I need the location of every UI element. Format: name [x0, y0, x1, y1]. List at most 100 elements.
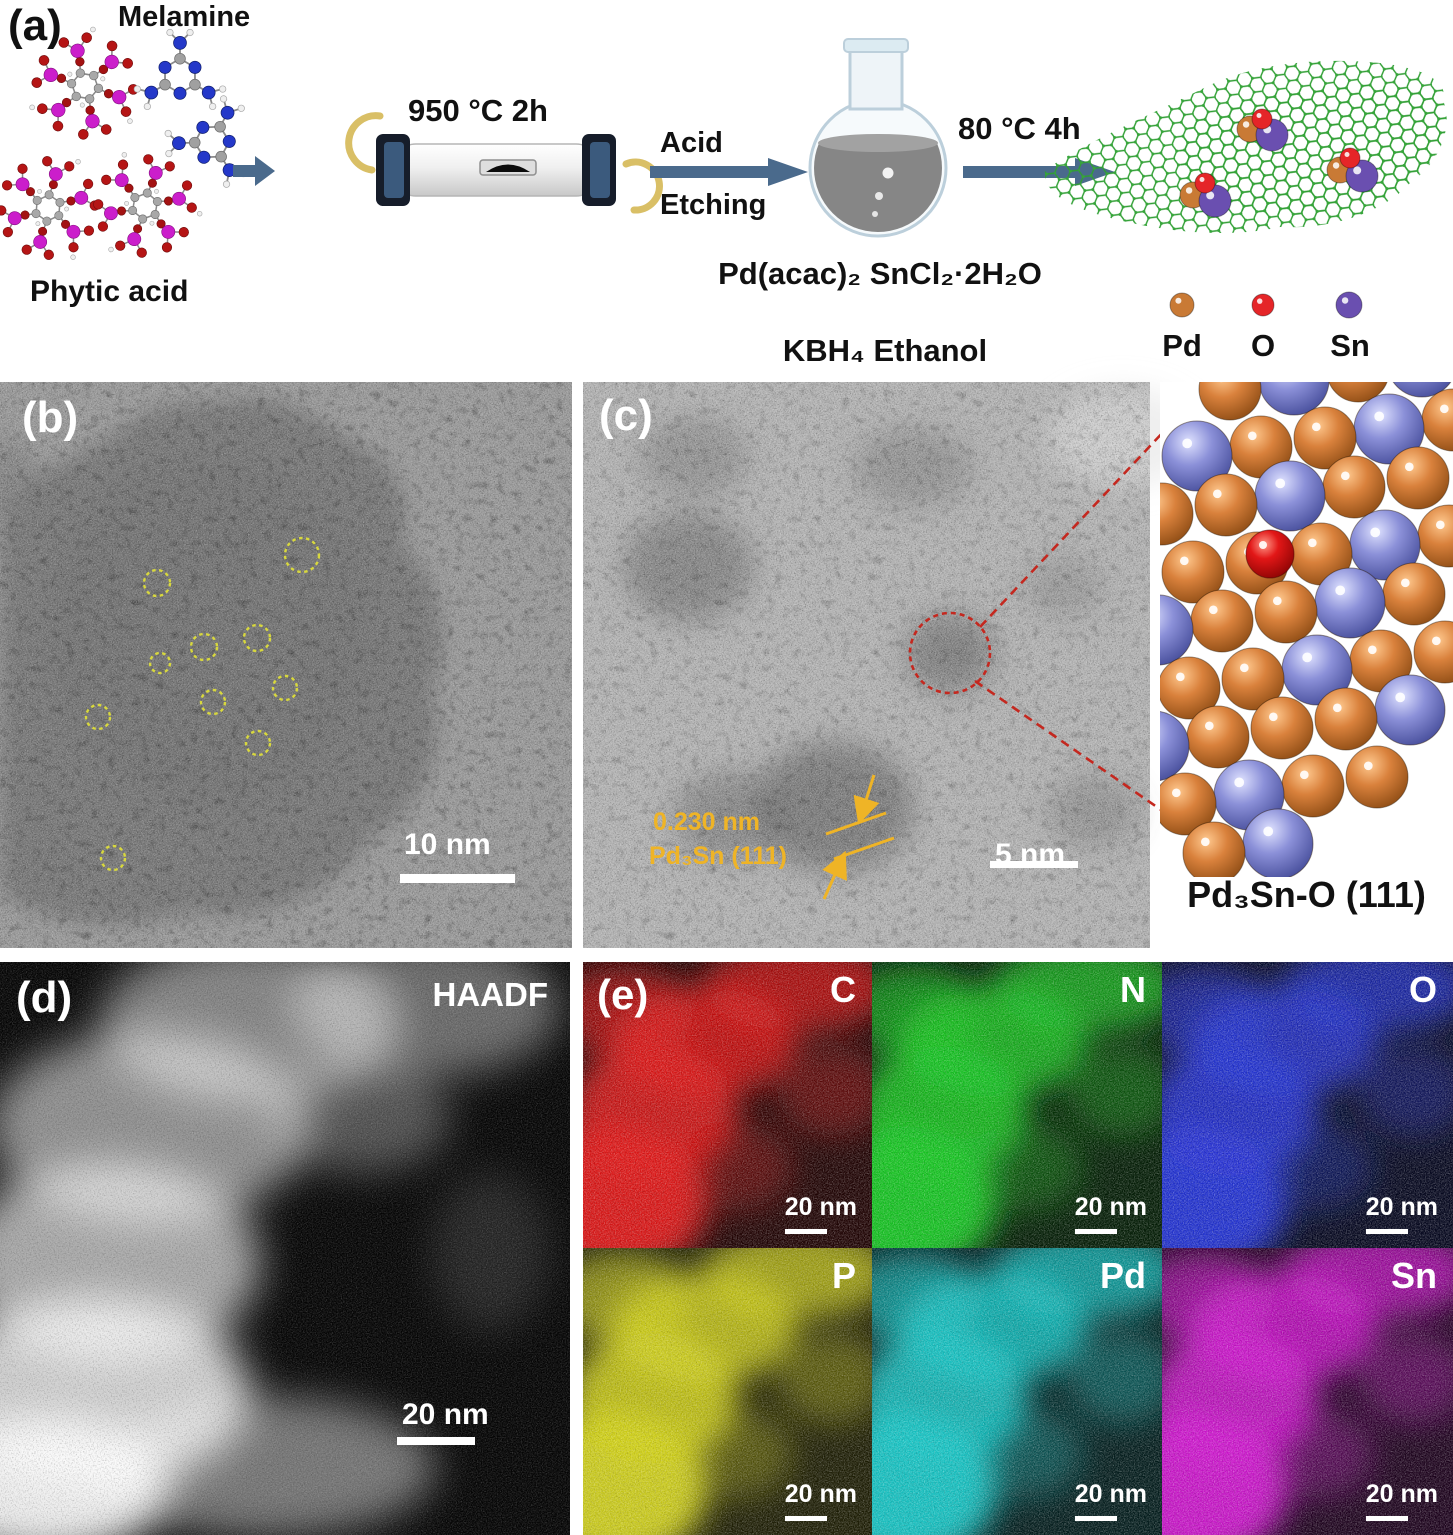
arrow-step2-icon: [650, 158, 808, 186]
atom-highlight: [1212, 489, 1222, 499]
panel-e-label: (e): [597, 971, 649, 1018]
pd-atom: [1221, 647, 1285, 711]
crystal-model-caption: Pd₃Sn-O (111): [1187, 874, 1426, 915]
arrow-step1-icon: [233, 156, 275, 186]
pd-atom: [1161, 540, 1225, 604]
atom-highlight: [1275, 478, 1286, 489]
atom-highlight: [1263, 826, 1274, 837]
scalebar-label-C: 20 nm: [784, 1193, 857, 1221]
zoom-region-annotation: [908, 427, 1168, 816]
panel-c-hrtem-image: (c) 0.230 nm Pd₃Sn (111) 5 nm: [583, 382, 1198, 948]
atom-highlight: [1341, 297, 1349, 304]
eds-map-C: (e) C 20 nm: [583, 962, 872, 1248]
atom-highlight: [1340, 471, 1350, 481]
flask-illustration: [808, 38, 948, 238]
atom-highlight: [1242, 121, 1250, 128]
o-atom: [1245, 529, 1295, 579]
tube-furnace-illustration: [345, 112, 663, 214]
scalebar-N: [1075, 1229, 1117, 1234]
atom-highlight: [1335, 585, 1346, 596]
scalebar-Sn: [1366, 1516, 1408, 1521]
atom-highlight: [1208, 605, 1218, 615]
panel-d-haadf-image: (d) HAADF 20 nm: [0, 962, 570, 1535]
legend-pd-label: Pd: [1162, 328, 1202, 363]
pd-atom: [1386, 446, 1450, 510]
bubble: [882, 167, 894, 179]
melamine-molecule: [133, 28, 227, 111]
etching-label: Etching: [660, 189, 767, 221]
furnace-cap-left-inner: [384, 142, 404, 198]
atom-highlight: [1185, 187, 1193, 194]
atom-highlight: [1179, 556, 1189, 566]
atom-highlight: [1259, 541, 1267, 549]
atom-highlight: [1431, 636, 1441, 646]
flask-reagents-label: Pd(acac)₂ SnCl₂·2H₂O: [718, 256, 1042, 291]
tem-micrograph-b: [0, 382, 572, 948]
panel-c-label: (c): [599, 391, 653, 440]
atom-highlight: [1272, 596, 1282, 606]
panel-b-scalebar-label: 10 nm: [404, 828, 491, 861]
sn-atom: [1160, 711, 1190, 781]
atom-highlight: [1234, 777, 1245, 788]
pd-atom: [1322, 455, 1386, 519]
pd-atom: [1186, 705, 1250, 769]
sn-atom: [1242, 808, 1314, 877]
atom-highlight: [1311, 422, 1321, 432]
atom-highlight: [1370, 527, 1381, 538]
legend-sn-label: Sn: [1330, 328, 1370, 363]
atom-highlight: [1302, 652, 1313, 663]
pd-atom: [1281, 754, 1345, 818]
acid-label: Acid: [660, 127, 723, 159]
atom-highlight: [1299, 770, 1309, 780]
panel-b-tem-image: (b) 10 nm: [0, 382, 572, 948]
adatom-cluster-1: [1236, 108, 1289, 152]
atom-highlight: [1374, 411, 1385, 422]
panel-b-label: (b): [22, 393, 79, 442]
bubble: [875, 192, 883, 200]
sn-atom: [1254, 460, 1326, 532]
scalebar-O: [1366, 1229, 1408, 1234]
pd-atom: [1160, 772, 1217, 836]
lattice-plane-label: Pd₃Sn (111): [649, 842, 788, 870]
pd-atom: [1190, 589, 1254, 653]
adatom-cluster-3: [1326, 147, 1379, 193]
element-label-C: C: [830, 969, 856, 1010]
sn-atom: [1374, 674, 1446, 746]
legend-o-ball: [1251, 293, 1275, 317]
panel-d-scalebar: [397, 1437, 475, 1445]
haadf-micrograph: [0, 962, 570, 1535]
phytic-acid-molecule: [29, 26, 139, 140]
legend-pd-ball: [1169, 292, 1195, 318]
scalebar-C: [785, 1229, 827, 1234]
element-label-O: O: [1408, 969, 1437, 1010]
atom-highlight: [1200, 837, 1210, 847]
atom-highlight: [1307, 538, 1317, 548]
atom-highlight: [1171, 788, 1181, 798]
lattice-fringe-marks: [822, 774, 895, 900]
eds-map-Pd: Pd 20 nm: [872, 1248, 1162, 1535]
gas-tube-right: [622, 158, 663, 214]
scalebar-Pd: [1075, 1516, 1117, 1521]
furnace-cap-right-inner: [590, 142, 610, 198]
adatom-cluster-2: [1179, 172, 1232, 218]
pd-atom: [1194, 473, 1258, 537]
atom-highlight: [1367, 645, 1377, 655]
atom-highlight: [1395, 692, 1406, 703]
pd-atom: [1413, 620, 1453, 684]
phytic-acid-molecule: [93, 152, 203, 258]
hrtem-micrograph-c: [583, 382, 1198, 948]
atom-highlight: [1175, 672, 1185, 682]
crystal-model-panel: Pd₃Sn-O (111): [1160, 382, 1453, 948]
eds-map-P: P 20 nm: [583, 1248, 872, 1535]
panel-a-scheme: (a) Melamine Phytic acid 950 °C 2h Acid …: [0, 0, 1453, 382]
pd-atom: [1314, 687, 1378, 751]
atom-highlight: [1439, 404, 1449, 414]
reduction-reagents-label: KBH₄ Ethanol: [782, 333, 988, 368]
scalebar-P: [785, 1516, 827, 1521]
melamine-label: Melamine: [118, 1, 251, 33]
panel-d-scalebar-label: 20 nm: [402, 1398, 489, 1431]
atom-highlight: [1404, 462, 1414, 472]
step3-condition-label: 80 °C 4h: [958, 111, 1081, 146]
sn-atom: [1161, 420, 1233, 492]
panel-a-label: (a): [8, 1, 62, 50]
